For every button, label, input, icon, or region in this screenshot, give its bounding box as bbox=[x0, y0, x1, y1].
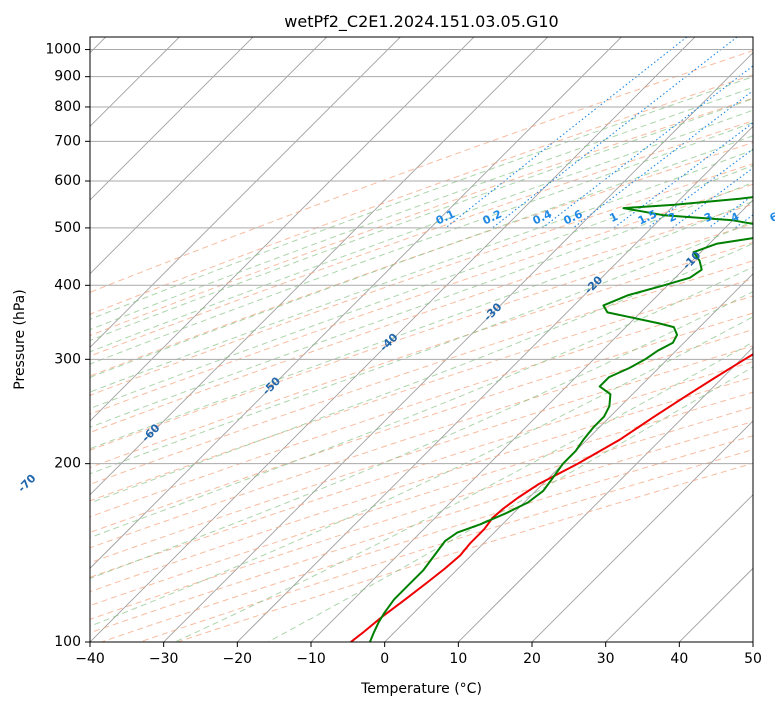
isotherm-line bbox=[384, 273, 753, 642]
moist-adiabat-line bbox=[90, 76, 753, 320]
isotherm-line bbox=[90, 37, 402, 348]
isotherm-line bbox=[90, 37, 549, 496]
isotherm-line bbox=[90, 37, 254, 201]
moist-adiabat-line bbox=[267, 366, 753, 642]
dry-adiabat-line bbox=[90, 278, 753, 502]
x-tick-label: 0 bbox=[380, 651, 389, 667]
dry-adiabat-line bbox=[90, 361, 753, 578]
dry-adiabat-line bbox=[90, 97, 753, 337]
dry-adiabat-line bbox=[90, 391, 753, 607]
y-axis-title: Pressure (hPa) bbox=[12, 289, 28, 389]
background-lines bbox=[90, 37, 753, 642]
dry-adiabat-line bbox=[90, 241, 753, 469]
isotherm-line bbox=[236, 125, 753, 642]
y-tick-label: 500 bbox=[54, 220, 81, 236]
moist-adiabat-line bbox=[90, 98, 753, 341]
isotherm-line bbox=[457, 346, 753, 642]
y-tick-label: 600 bbox=[54, 173, 81, 189]
temperature-trace bbox=[350, 353, 753, 642]
dry-adiabat-line bbox=[90, 183, 753, 415]
moist-adiabat-line bbox=[90, 181, 753, 428]
x-tick-label: −10 bbox=[296, 651, 326, 667]
moist-adiabat-line bbox=[90, 200, 753, 450]
x-axis-title: Temperature (°C) bbox=[360, 681, 482, 697]
isotherm-line bbox=[90, 37, 696, 642]
x-tick-label: −40 bbox=[75, 651, 105, 667]
isotherm-line bbox=[163, 52, 753, 642]
mixing-ratio-line bbox=[492, 37, 738, 229]
x-tick-label: 40 bbox=[670, 651, 688, 667]
mixing-ratio-line bbox=[542, 65, 753, 229]
axes: −40 −30 −20 −10 0 10 20 30 40 50 100 200 300 400 500 60… bbox=[45, 42, 762, 667]
isotherm-line bbox=[605, 494, 753, 642]
y-tick-label: 800 bbox=[54, 99, 81, 115]
moist-adiabat-line bbox=[90, 86, 753, 331]
y-tick-label: 100 bbox=[54, 634, 81, 650]
isotherm-line bbox=[531, 420, 753, 642]
y-tick-label: 200 bbox=[54, 456, 81, 472]
moist-adiabat-line bbox=[90, 242, 753, 504]
series-group bbox=[350, 196, 753, 642]
y-tick-label: 400 bbox=[54, 277, 81, 293]
dewpoint-trace bbox=[368, 196, 753, 642]
chart-title: wetPf2_C2E1.2024.151.03.05.G10 bbox=[284, 12, 558, 32]
x-tick-label: 50 bbox=[744, 651, 762, 667]
dry-adiabat-line bbox=[90, 295, 753, 518]
dry-adiabat-line bbox=[90, 74, 753, 315]
x-tick-label: 20 bbox=[523, 651, 541, 667]
moist-adiabat-line bbox=[90, 266, 753, 539]
isotherm-line bbox=[310, 199, 753, 642]
moist-adiabat-line bbox=[90, 164, 753, 410]
y-tick-label: 1000 bbox=[45, 42, 81, 58]
isotherm-line bbox=[90, 37, 475, 422]
x-tick-label: 30 bbox=[597, 651, 615, 667]
moist-adiabat-line bbox=[90, 316, 753, 627]
isotherm-line bbox=[90, 37, 328, 275]
x-tick-label: 10 bbox=[449, 651, 467, 667]
moist-adiabat-line bbox=[90, 291, 753, 579]
y-tick-label: 900 bbox=[54, 69, 81, 85]
x-tick-label: −30 bbox=[149, 651, 179, 667]
pressure-gridlines bbox=[90, 49, 753, 642]
y-tick-label: 300 bbox=[54, 351, 81, 367]
dry-adiabat-line bbox=[90, 203, 753, 433]
y-tick-label: 700 bbox=[54, 133, 81, 149]
x-tick-label: −20 bbox=[223, 651, 253, 667]
mixing-ratio-line bbox=[613, 122, 753, 229]
plot-frame bbox=[89, 36, 754, 643]
mixing-ratio-label: 6 bbox=[768, 210, 775, 225]
mixing-ratio-line bbox=[445, 37, 688, 229]
